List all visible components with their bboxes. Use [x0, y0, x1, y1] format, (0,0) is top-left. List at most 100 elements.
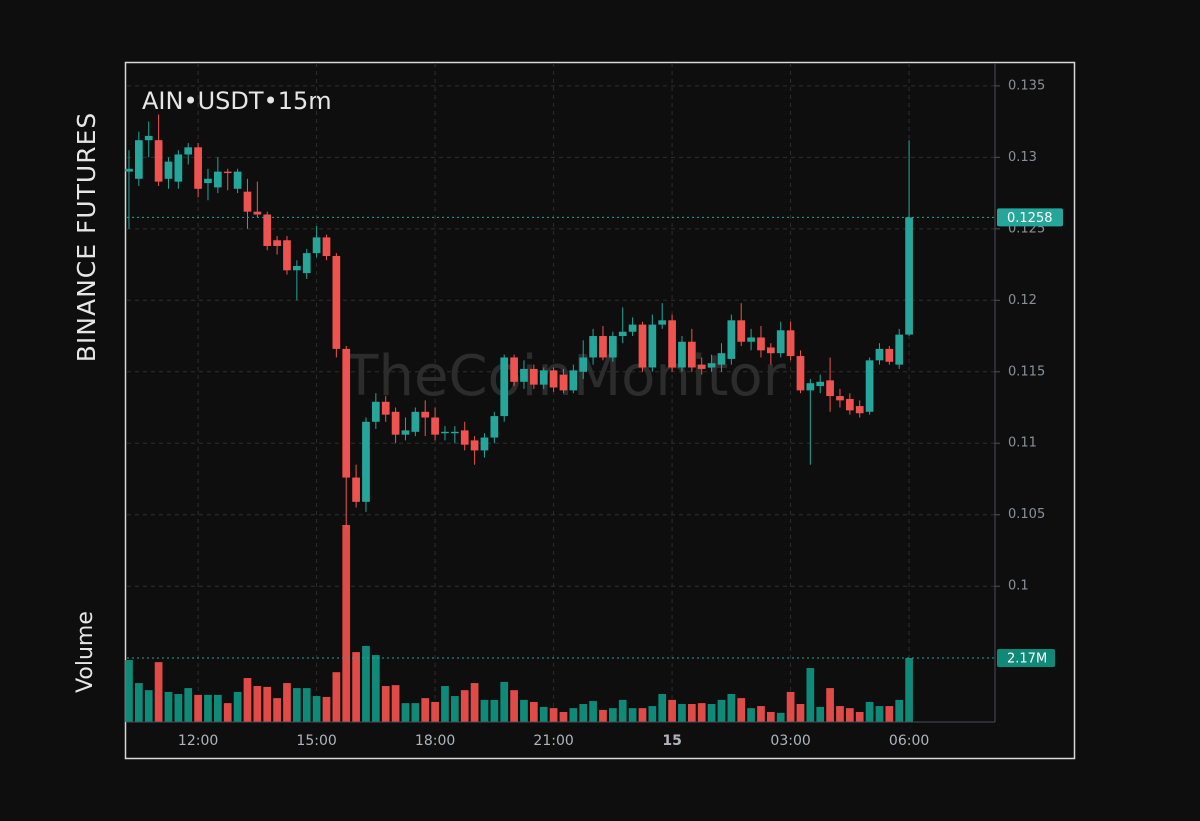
volume-bar: [273, 698, 281, 722]
candle-body: [687, 341, 696, 368]
candle-body: [875, 348, 884, 361]
volume-bar: [697, 703, 706, 722]
candle-body: [342, 348, 351, 478]
volume-bar: [322, 696, 331, 722]
candle-body: [816, 381, 825, 387]
volume-bar: [707, 704, 716, 722]
volume-bar: [292, 688, 301, 722]
candle-body: [223, 171, 232, 174]
volume-bar: [164, 691, 173, 722]
candle-body: [213, 171, 222, 188]
y-tick-label: 0.1: [1008, 579, 1029, 594]
grid: [127, 63, 995, 722]
candle-body: [520, 368, 528, 382]
candle-body: [579, 357, 588, 372]
candle-body: [391, 411, 400, 435]
volume-bar: [510, 690, 518, 722]
volume-label: Volume: [73, 611, 98, 693]
frame: [124, 61, 1076, 760]
candle-body: [490, 416, 499, 438]
exchange-label: BINANCE FUTURES: [72, 112, 101, 363]
candle-body: [154, 140, 163, 182]
volume-bar: [816, 706, 825, 722]
candle-body: [707, 363, 716, 368]
volume-bar: [549, 708, 558, 722]
candle-body: [569, 370, 578, 391]
volume-bar: [154, 662, 163, 722]
candle-body: [559, 374, 568, 391]
volume-bar: [371, 655, 380, 722]
candle-body: [786, 330, 795, 357]
candle-body: [737, 320, 746, 342]
volume-bar: [776, 712, 785, 722]
candle-body: [283, 240, 291, 271]
candle-body: [332, 255, 341, 349]
x-tick-label: 18:00: [415, 733, 455, 749]
candle-body: [431, 417, 439, 435]
volume-bar: [460, 690, 469, 722]
candle-body: [757, 337, 765, 351]
volume-bar: [174, 693, 183, 722]
candle-body: [855, 406, 864, 414]
volume-bar: [658, 693, 667, 722]
candle-body: [401, 430, 410, 435]
volume-bar: [579, 704, 588, 722]
last-price-badge: [997, 208, 1063, 227]
volume-bar: [569, 708, 578, 722]
candle-body: [263, 214, 272, 246]
y-tick-label: 0.135: [1008, 78, 1045, 93]
volume-bar: [500, 681, 509, 722]
candle-body: [599, 336, 607, 358]
volume-bar: [875, 706, 884, 722]
candle-body: [470, 440, 479, 451]
candle-body: [776, 330, 785, 354]
candle-body: [500, 357, 509, 417]
volume-bar: [618, 699, 627, 722]
volume-bar: [855, 711, 864, 722]
volume-bar: [480, 699, 489, 722]
candle-body: [766, 347, 775, 354]
candle-body: [450, 431, 459, 434]
volume-bar: [589, 701, 597, 722]
y-tick-label: 0.115: [1008, 364, 1045, 379]
candle-body: [865, 360, 874, 412]
y-tick-label: 0.105: [1008, 507, 1045, 522]
volume-bar: [599, 709, 607, 722]
volume-bar: [895, 699, 904, 722]
candle-body: [292, 265, 301, 271]
volume-bar: [391, 685, 400, 722]
candle-body: [164, 161, 173, 179]
volume-bar: [737, 698, 746, 722]
candle-body: [352, 477, 360, 502]
candle-body: [658, 320, 667, 325]
volume-bar: [687, 704, 696, 722]
candle-body: [411, 411, 420, 432]
volume-bar: [836, 706, 844, 722]
volume-bar: [243, 678, 252, 722]
volume-bar: [806, 668, 815, 722]
volume-bar: [352, 652, 360, 722]
volume-bar: [638, 708, 647, 722]
candle-body: [381, 401, 390, 415]
y-tick-label: 0.13: [1008, 150, 1037, 165]
candle-body: [125, 168, 133, 172]
volume-bar: [648, 706, 657, 722]
volume-bar: [865, 701, 874, 722]
chart-title: AIN•USDT•15m: [142, 87, 332, 115]
volume-bar: [905, 658, 913, 722]
volume-bar: [431, 701, 439, 722]
candle-body: [233, 171, 242, 189]
volume-bar: [421, 698, 430, 722]
candle-body: [134, 140, 143, 179]
volume-bar: [411, 703, 420, 722]
candle-body: [549, 370, 558, 388]
candle-body: [747, 337, 755, 342]
candle-body: [253, 211, 262, 215]
volume-bar: [628, 708, 637, 722]
candle-body: [273, 240, 281, 246]
candle-body: [184, 147, 193, 155]
candle-body: [638, 324, 647, 368]
volume-bar: [668, 699, 676, 722]
